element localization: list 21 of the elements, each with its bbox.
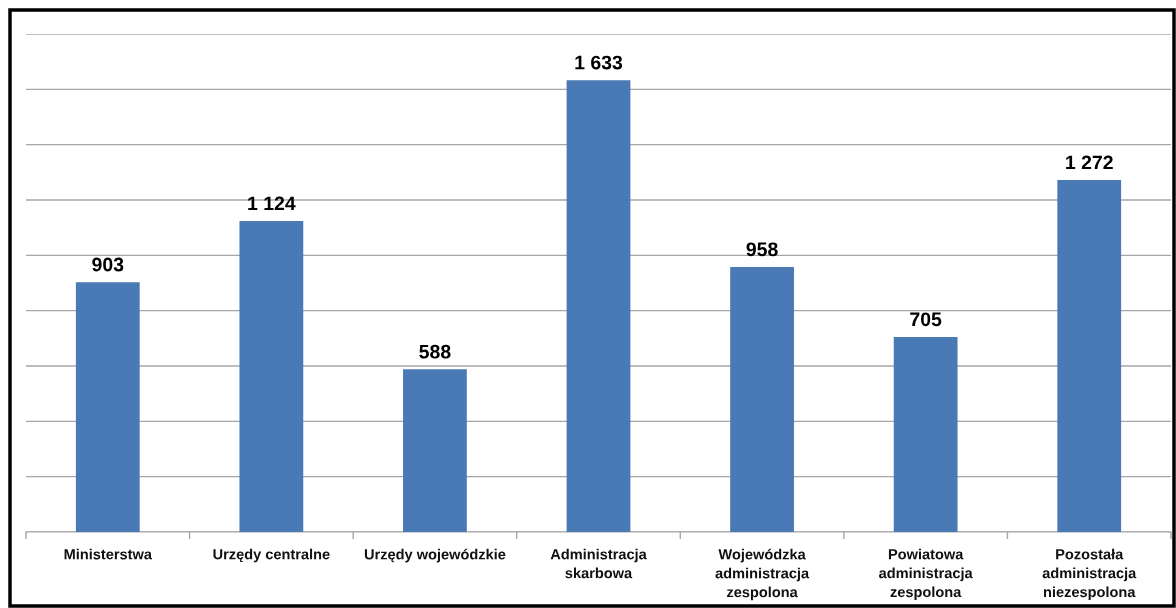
data-label: 1 124 <box>248 196 296 211</box>
data-label: 1 272 <box>1066 155 1113 170</box>
data-label: 958 <box>746 242 778 257</box>
bar <box>239 221 304 532</box>
bar <box>1057 180 1122 532</box>
x-tick-label: Ministerstwa <box>64 548 153 560</box>
data-label: 903 <box>92 257 124 272</box>
bar <box>730 266 794 532</box>
data-label: 1 633 <box>575 55 623 70</box>
x-tick-label: Pozostała administracja niezespolona <box>1042 548 1137 601</box>
bar <box>566 80 631 532</box>
bar <box>75 282 140 532</box>
data-label: 705 <box>910 312 942 327</box>
x-tick-label: Powiatowa administracja zespolona <box>879 548 973 601</box>
data-label: 588 <box>419 344 451 359</box>
x-tick-label: Wojewódzka administracja zespolona <box>715 548 810 601</box>
bar <box>403 369 467 532</box>
bar <box>893 336 958 532</box>
x-tick-label: Administracja skarbowa <box>550 548 647 579</box>
x-tick-label: Urzędy centralne <box>213 548 330 563</box>
x-tick-label: Urzędy wojewódzkie <box>364 548 506 563</box>
